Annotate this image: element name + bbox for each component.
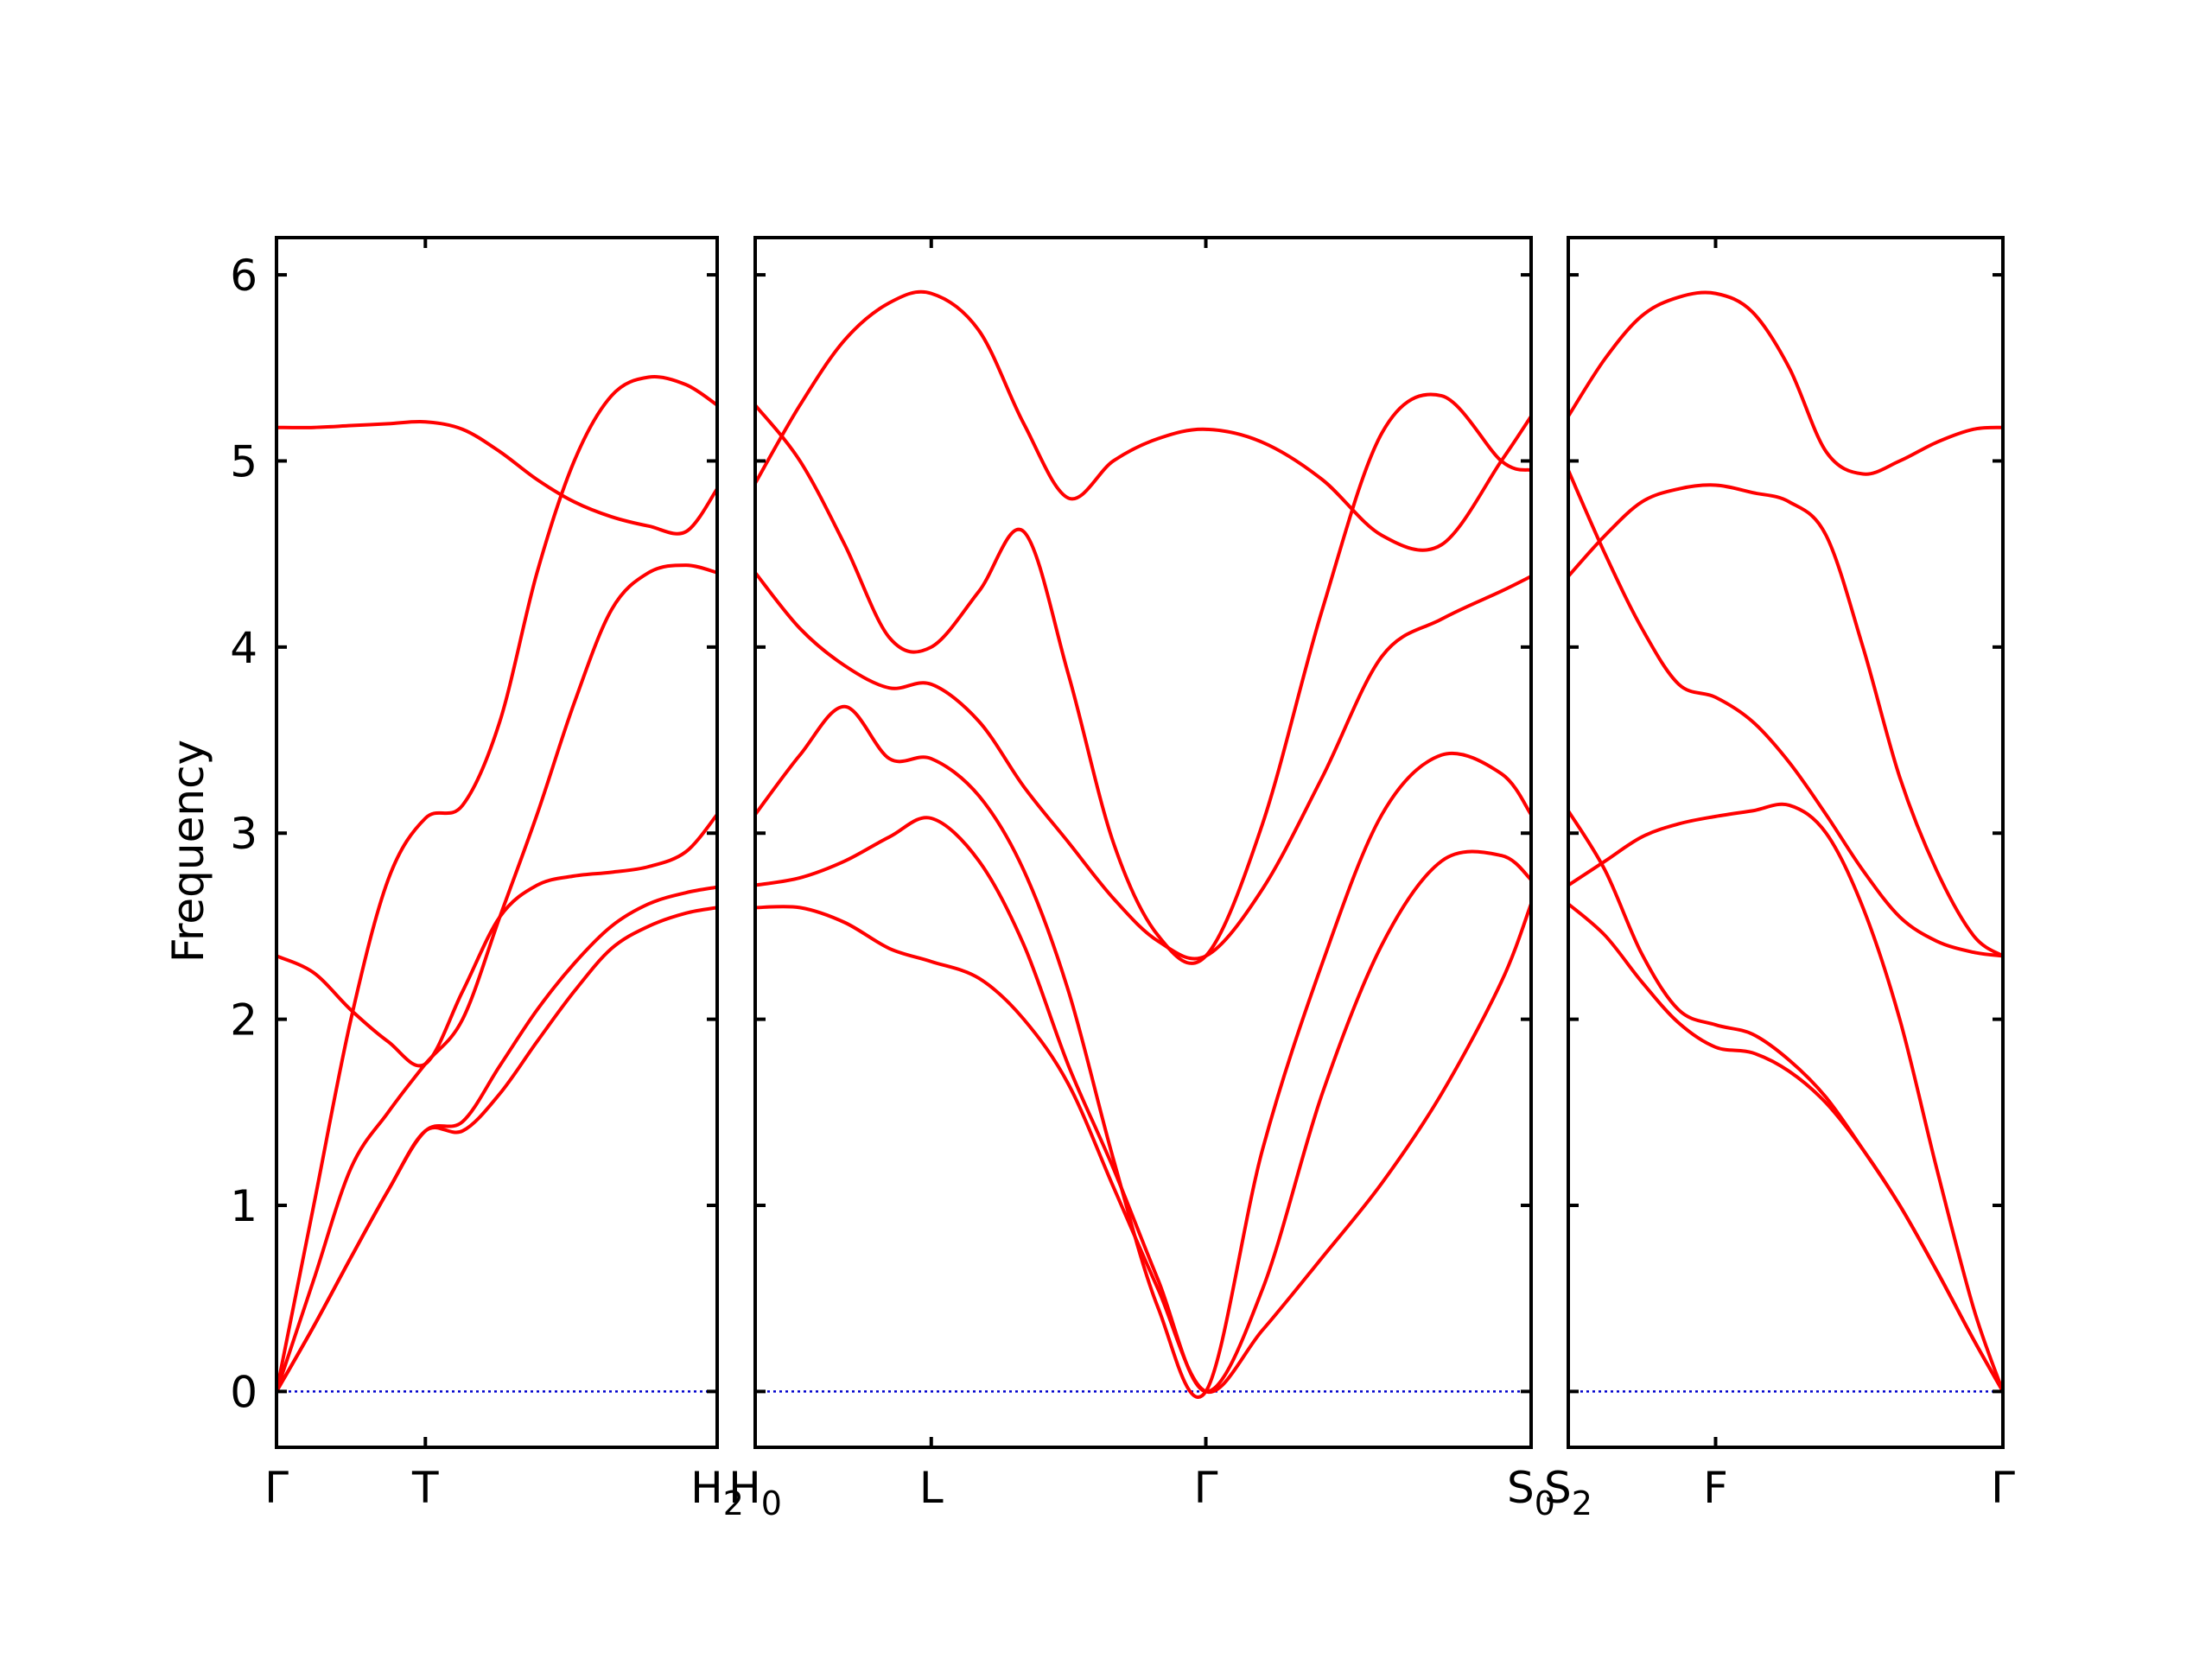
q-point-symbol: T	[411, 1463, 439, 1513]
q-point-label: S0	[1507, 1463, 1555, 1522]
q-point-symbol: L	[919, 1463, 944, 1513]
band-line-2	[755, 816, 1531, 1394]
q-point-label: L	[919, 1463, 944, 1513]
q-point-subscript: 2	[723, 1484, 744, 1522]
q-point-label: H2	[690, 1463, 744, 1522]
band-line-4	[755, 571, 1531, 961]
y-tick-label: 6	[230, 251, 257, 301]
q-point-label: F	[1703, 1463, 1728, 1513]
band-line-1	[755, 903, 1531, 1395]
q-point-label: Γ	[1991, 1463, 2015, 1513]
panel-frame	[275, 236, 719, 1449]
band-line-5	[276, 419, 717, 536]
panel-2: H0 L Γ S0	[728, 236, 1555, 1522]
band-line-3	[276, 813, 717, 1068]
q-point-symbol: S	[1507, 1463, 1535, 1513]
band-line-2	[1568, 810, 2003, 1393]
band-lines	[1568, 290, 2003, 1393]
y-tick-label: 0	[230, 1367, 257, 1417]
q-point-symbol: Γ	[1991, 1463, 2015, 1513]
q-point-subscript: 2	[1572, 1484, 1592, 1522]
panel-frame	[753, 236, 1533, 1449]
band-line-6	[276, 563, 717, 1393]
y-tick-label: 3	[230, 809, 257, 859]
band-line-5	[1568, 483, 2003, 958]
q-point-symbol: H	[690, 1463, 723, 1513]
q-point-symbol: H	[728, 1463, 761, 1513]
panel-frame	[1567, 236, 2005, 1449]
band-line-4	[276, 375, 717, 1392]
band-line-5	[755, 392, 1531, 965]
band-line-2	[276, 885, 717, 1393]
q-point-label: Γ	[1194, 1463, 1218, 1513]
band-line-6	[755, 289, 1531, 552]
band-line-3	[1568, 802, 2003, 1393]
q-point-subscript: 0	[1535, 1484, 1555, 1522]
q-point-label: H0	[728, 1463, 782, 1522]
q-point-symbol: S	[1544, 1463, 1572, 1513]
q-point-subscript: 0	[761, 1484, 782, 1522]
y-tick-label: 5	[230, 436, 257, 486]
band-line-4	[1568, 469, 2003, 958]
q-point-symbol: Γ	[264, 1463, 289, 1513]
q-point-symbol: Γ	[1194, 1463, 1218, 1513]
y-tick-label: 2	[230, 995, 257, 1046]
y-tick-label: 4	[230, 623, 257, 673]
q-point-label: T	[411, 1463, 439, 1513]
q-point-label: S2	[1544, 1463, 1592, 1522]
y-axis-label: Frequency	[163, 740, 213, 963]
q-point-label: Γ	[264, 1463, 289, 1513]
q-point-symbol: F	[1703, 1463, 1728, 1513]
band-line-6	[1568, 290, 2003, 476]
panel-3: S2 F Γ	[1544, 236, 2015, 1522]
y-tick-label: 1	[230, 1181, 257, 1231]
band-lines	[276, 375, 717, 1393]
band-line-3	[755, 704, 1531, 1399]
band-lines	[755, 289, 1531, 1399]
